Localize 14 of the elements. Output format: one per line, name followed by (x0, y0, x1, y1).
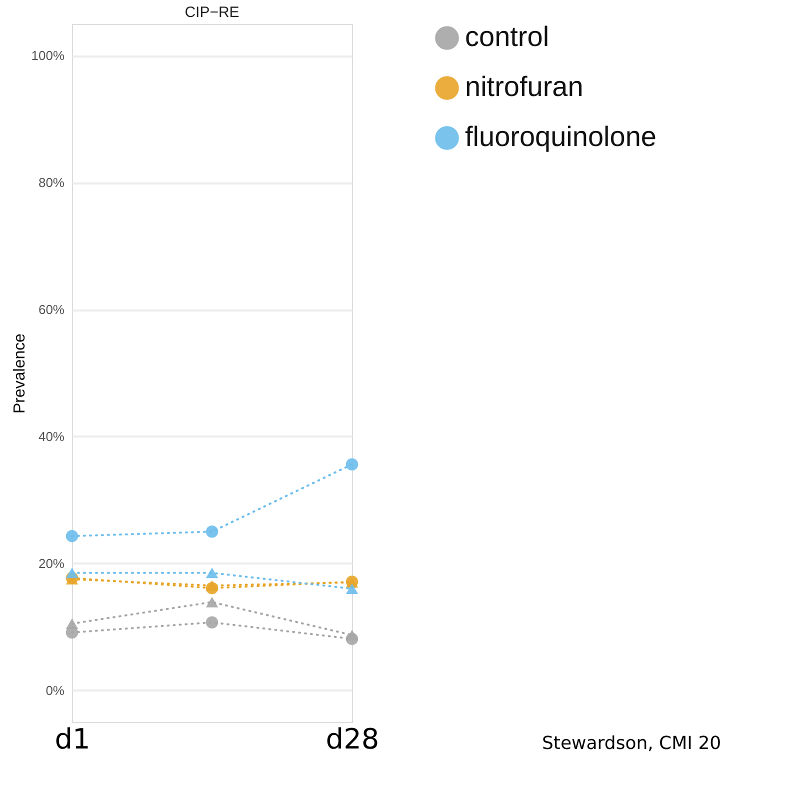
y-axis-title: Prevalence (11, 333, 28, 414)
legend-label: fluoroquinolone (465, 121, 656, 152)
y-tick-label: 60% (38, 302, 65, 318)
y-tick-label: 40% (38, 428, 65, 444)
x-tick-label: d1 (54, 722, 90, 756)
legend-label: control (465, 21, 550, 52)
y-tick-label: 0% (46, 682, 65, 698)
y-tick-label: 100% (31, 48, 65, 64)
chart-title: CIP−RE (184, 4, 240, 21)
legend-label: nitrofuran (465, 71, 584, 102)
text: Stewardson, CMI 20 (542, 733, 722, 754)
y-tick-label: 80% (38, 175, 65, 190)
x-tick-label: d28 (326, 722, 380, 756)
y-tick-label: 20% (38, 556, 65, 571)
